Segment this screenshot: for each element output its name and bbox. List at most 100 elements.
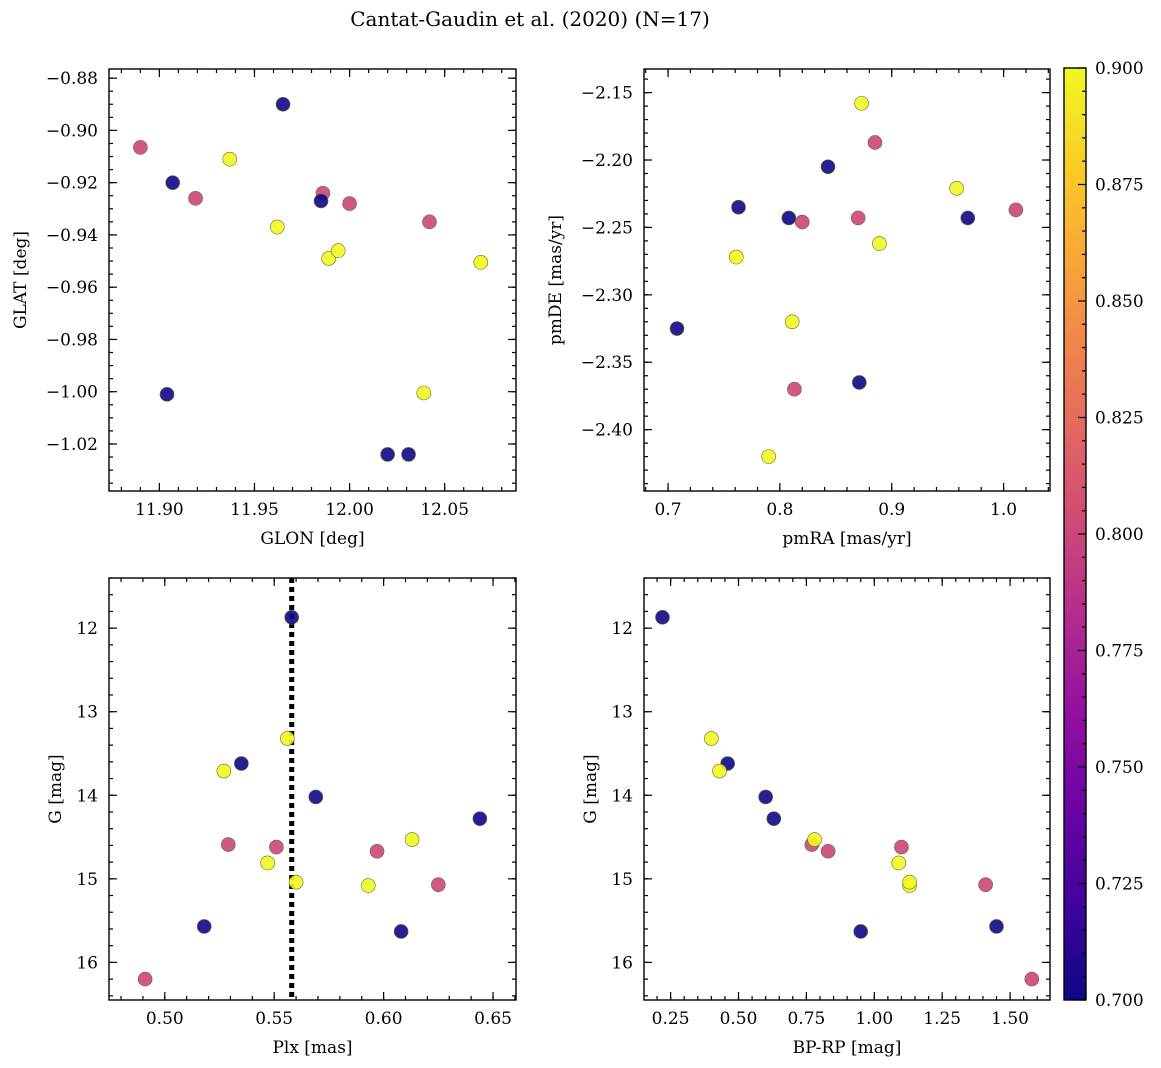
data-point [758, 789, 773, 805]
y-tick-label: −2.25 [581, 218, 633, 238]
data-point [269, 839, 284, 855]
ticks [109, 69, 516, 491]
data-point [342, 196, 357, 211]
data-point [820, 159, 836, 175]
ticks [644, 577, 1050, 1000]
colorbar-tick-label: 0.750 [1095, 758, 1144, 778]
y-tick-label: 13 [76, 703, 98, 723]
y-tick-label: 16 [76, 953, 98, 973]
data-point [369, 843, 385, 859]
data-point [380, 447, 395, 462]
data-point [288, 874, 304, 890]
ticks [644, 69, 1050, 491]
x-tick-label: 0.65 [474, 1009, 512, 1029]
axes-frame [108, 577, 517, 1001]
y-tick-label: −2.30 [581, 286, 633, 306]
y-axis-label: G [mag] [581, 754, 601, 823]
y-tick-label: −0.88 [46, 69, 98, 89]
y-tick-label: 14 [611, 786, 633, 806]
data-point [321, 251, 336, 266]
data-point [216, 763, 232, 779]
panel-bprp-g: 0.25 0.50 0.75 1.00 1.25 1.50 12 13 14 15 16 BP-RP … [581, 577, 1051, 1058]
data-point [704, 731, 719, 746]
data-point [422, 214, 437, 230]
data-point [781, 210, 797, 226]
x-axis-label: BP-RP [mag] [793, 1038, 902, 1058]
y-tick-label: −0.94 [46, 226, 98, 246]
data-point [1024, 971, 1040, 987]
data-point [472, 811, 488, 826]
x-axis-label: Plx [mas] [272, 1038, 352, 1058]
x-tick-label: 1.25 [923, 1009, 961, 1029]
y-tick-label: 12 [76, 619, 98, 639]
data-point [728, 249, 744, 265]
x-tick-label: 12.05 [420, 500, 469, 520]
y-tick-label: 12 [611, 619, 633, 639]
x-axis-label: pmRA [mas/yr] [782, 529, 911, 549]
data-point [989, 919, 1004, 934]
data-point [165, 175, 181, 190]
data-point [854, 96, 869, 111]
axes-frame [643, 68, 1051, 492]
x-tick-label: 0.7 [655, 500, 682, 520]
data-point [330, 243, 346, 258]
data-point [766, 811, 782, 826]
data-point [712, 763, 727, 779]
y-tick-label: 13 [611, 703, 633, 723]
data-point [308, 789, 324, 805]
axes-frame [643, 577, 1051, 1001]
colorbar: 0.700 0.725 0.750 0.775 0.800 0.825 0.850 0.875… [1063, 59, 1144, 1011]
data-point [867, 135, 883, 150]
panel-plx-g: 0.50 0.55 0.60 0.65 12 13 14 15 16 Plx [mas] G [ma… [46, 577, 517, 1058]
x-tick-label: 1.50 [991, 1009, 1029, 1029]
x-tick-label: 0.8 [766, 500, 793, 520]
x-tick-label: 1.0 [990, 500, 1017, 520]
axes-frame [108, 68, 517, 492]
data-point [284, 609, 300, 625]
y-tick-label: 16 [611, 953, 633, 973]
data-point [159, 387, 175, 402]
x-tick-label: 0.50 [720, 1009, 758, 1029]
x-tick-label: 0.55 [255, 1009, 293, 1029]
data-point [234, 756, 249, 771]
data-point [404, 832, 420, 847]
data-point [222, 151, 238, 167]
data-point [820, 843, 836, 859]
x-tick-label: 0.50 [146, 1009, 184, 1029]
panel-glon-glat: 11.90 11.95 12.00 12.05 −0.88 −0.90 −0.92 −0.94… [11, 68, 517, 549]
data-point [960, 210, 976, 226]
y-tick-label: −2.40 [581, 421, 633, 441]
data-point [872, 236, 887, 251]
data-point [260, 855, 275, 871]
x-axis-label: GLON [deg] [260, 529, 364, 549]
x-tick-label: 11.95 [230, 500, 279, 520]
colorbar-tick-label: 0.775 [1095, 642, 1144, 662]
data-point [220, 837, 236, 852]
colorbar-tick-label: 0.875 [1095, 176, 1144, 196]
y-tick-label: −1.00 [46, 383, 98, 403]
y-tick-label: −2.35 [581, 353, 633, 373]
data-point [196, 919, 212, 934]
ticks [109, 577, 516, 1000]
y-tick-label: −0.96 [46, 278, 98, 298]
data-point [894, 839, 909, 855]
data-point [188, 191, 203, 206]
data-point [137, 971, 153, 987]
data-point [731, 199, 746, 215]
x-tick-label: 0.25 [652, 1009, 690, 1029]
y-axis-label: pmDE [mas/yr] [546, 215, 566, 345]
y-axis-label: GLAT [deg] [11, 231, 31, 329]
x-tick-label: 0.9 [878, 500, 905, 520]
data-point [784, 314, 800, 330]
x-tick-label: 11.90 [135, 500, 184, 520]
data-point [655, 609, 670, 625]
chart-title: Cantat-Gaudin et al. (2020) (N=17) [350, 7, 710, 31]
data-point [669, 321, 685, 336]
colorbar-tick-label: 0.850 [1095, 292, 1144, 312]
data-point [853, 924, 869, 939]
data-point [978, 877, 993, 892]
data-point [313, 193, 329, 209]
x-tick-label: 1.00 [855, 1009, 893, 1029]
data-point [787, 381, 802, 397]
y-tick-label: 15 [76, 870, 98, 890]
